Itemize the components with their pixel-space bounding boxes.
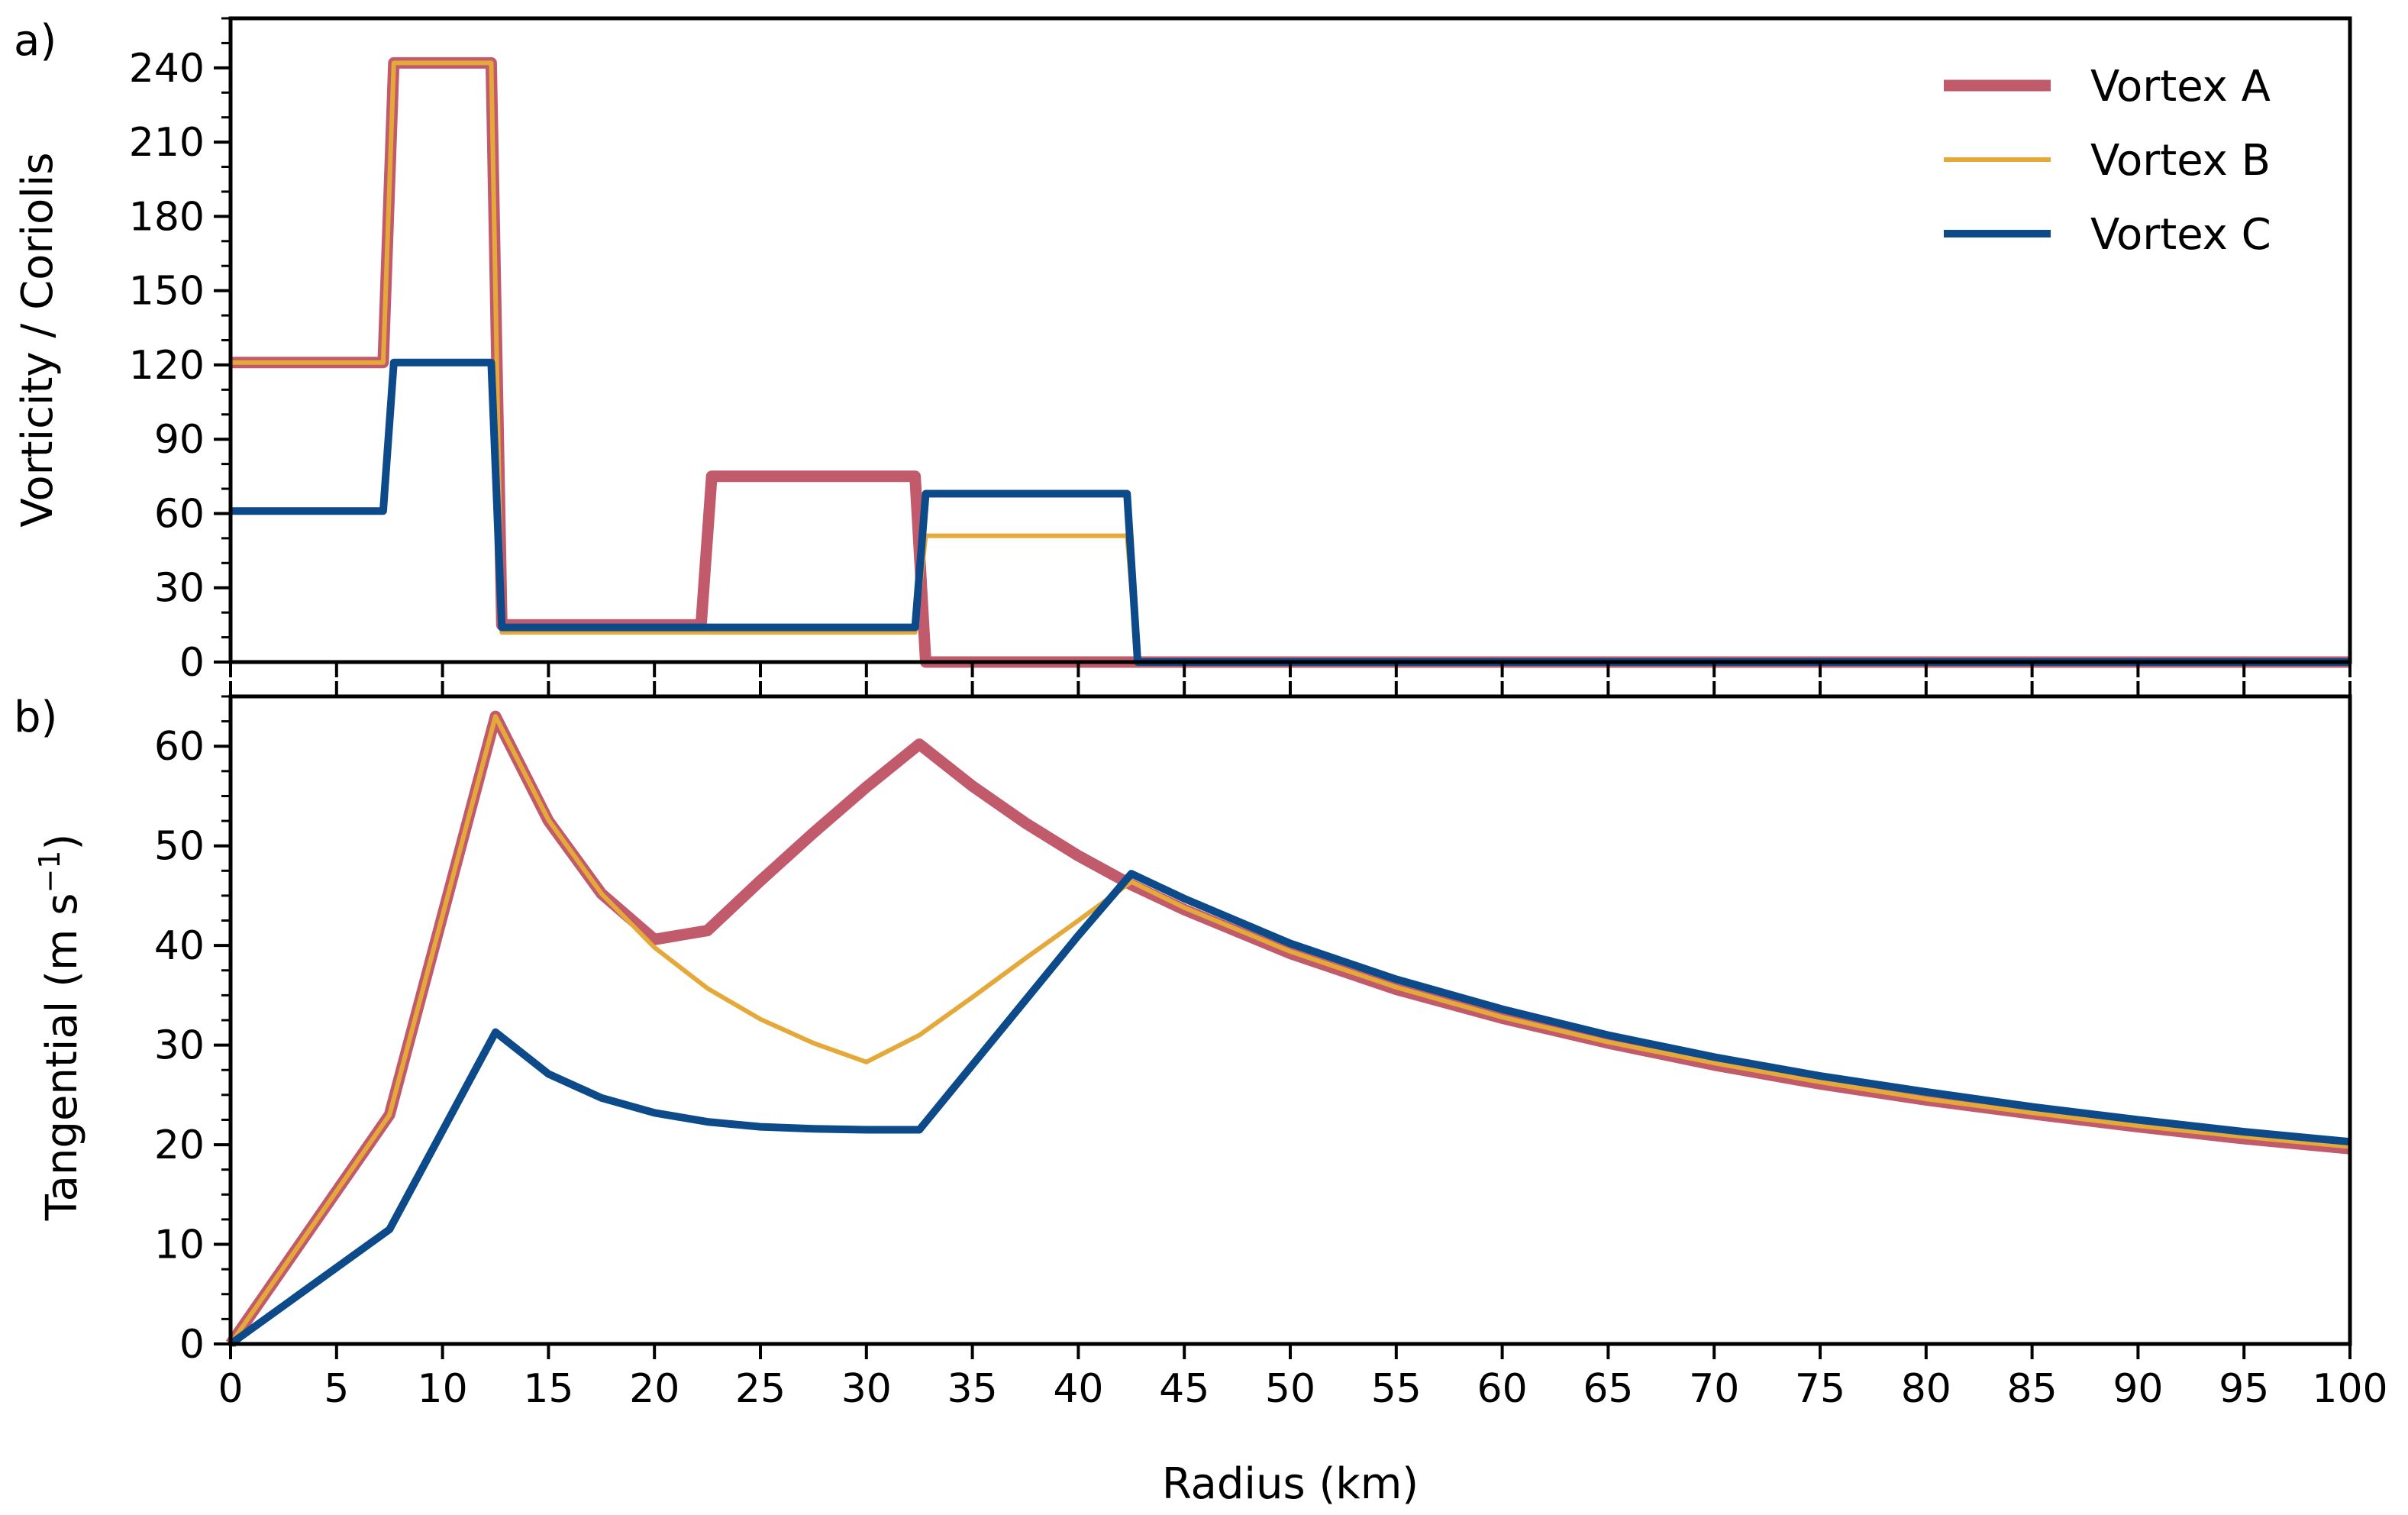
y-tick-label: 60 [154, 491, 205, 537]
series-line-vortex-a-panel-a [231, 57, 2350, 668]
panel-a: 0 30 60 90 120 150 180 210 240 a) Vorticity / Co… [13, 16, 2352, 686]
x-tick-label: 65 [1583, 1366, 1633, 1412]
legend-label-vortex-b: Vortex B [2090, 136, 2271, 186]
panel-b-frame [228, 694, 2352, 1346]
x-tick-label: 20 [629, 1366, 679, 1412]
x-tick-label: 95 [2219, 1366, 2269, 1412]
x-tick-label: 75 [1795, 1366, 1845, 1412]
legend: Vortex A Vortex B Vortex C [1944, 62, 2271, 260]
x-axis-label: Radius (km) [1162, 1459, 1419, 1509]
y-tick-label: 30 [154, 566, 205, 612]
legend-label-vortex-a: Vortex A [2090, 62, 2271, 111]
x-tick-label: 60 [1477, 1366, 1528, 1412]
panel-b-series-group [225, 710, 2351, 1348]
panel-a-frame [228, 16, 2352, 664]
x-tick-label: 0 [218, 1366, 243, 1412]
legend-label-vortex-c: Vortex C [2090, 210, 2271, 260]
x-tick-label: 55 [1371, 1366, 1422, 1412]
y-tick-label: 120 [129, 343, 205, 389]
x-tick-label: 40 [1053, 1366, 1103, 1412]
panel-a-ticks: 0 30 60 90 120 150 180 210 240 [129, 17, 2352, 686]
panel-b: 0 5 10 15 20 25 30 35 40 45 50 55 60 65 70 75 80 85 90 95 10… [14, 681, 2388, 1509]
y-tick-label: 180 [129, 194, 205, 240]
panel-a-series-group [231, 57, 2350, 668]
y-tick-label: 0 [179, 1322, 205, 1368]
y-tick-label: 40 [154, 923, 205, 969]
y-tick-label: 50 [154, 824, 205, 870]
y-axis-label-close: ) [37, 834, 87, 851]
x-tick-label: 30 [841, 1366, 892, 1412]
x-tick-label: 15 [523, 1366, 573, 1412]
panel-b-y-axis-label: Tangential (m s−1) [33, 834, 87, 1222]
x-tick-label: 5 [324, 1366, 349, 1412]
x-tick-label: 70 [1689, 1366, 1739, 1412]
series-line-vortex-c-panel-b [228, 870, 2351, 1348]
x-tick-label: 10 [418, 1366, 468, 1412]
x-tick-label: 100 [2312, 1366, 2387, 1412]
series-line-vortex-c-panel-a [231, 358, 2350, 666]
x-tick-label: 80 [1901, 1366, 1951, 1412]
y-tick-label: 60 [154, 724, 205, 770]
panel-b-ticks: 0 5 10 15 20 25 30 35 40 45 50 55 60 65 70 75 80 85 90 95 10… [154, 681, 2388, 1412]
x-tick-label: 50 [1265, 1366, 1315, 1412]
x-tick-label: 45 [1159, 1366, 1209, 1412]
y-tick-label: 10 [154, 1223, 205, 1268]
panel-b-label: b) [14, 693, 57, 742]
x-tick-label: 90 [2113, 1366, 2163, 1412]
y-tick-label: 210 [129, 120, 205, 166]
y-tick-label: 150 [129, 269, 205, 315]
y-tick-label: 90 [154, 417, 205, 463]
y-tick-label: 30 [154, 1023, 205, 1069]
y-tick-label: 20 [154, 1123, 205, 1168]
series-line-vortex-b-panel-b [228, 714, 2351, 1345]
x-tick-label: 35 [947, 1366, 998, 1412]
y-tick-label: 0 [179, 640, 205, 686]
series-line-vortex-a-panel-b [225, 710, 2351, 1348]
y-axis-label-superscript: −1 [33, 851, 66, 893]
x-tick-label: 85 [2007, 1366, 2058, 1412]
y-tick-label: 240 [129, 46, 205, 92]
panel-a-y-axis-label: Vorticity / Coriolis [13, 152, 63, 527]
series-line-vortex-b-panel-a [231, 60, 2350, 664]
x-tick-label: 25 [735, 1366, 786, 1412]
y-axis-label-main: Tangential (m s [37, 893, 87, 1222]
panel-a-label: a) [14, 16, 56, 66]
